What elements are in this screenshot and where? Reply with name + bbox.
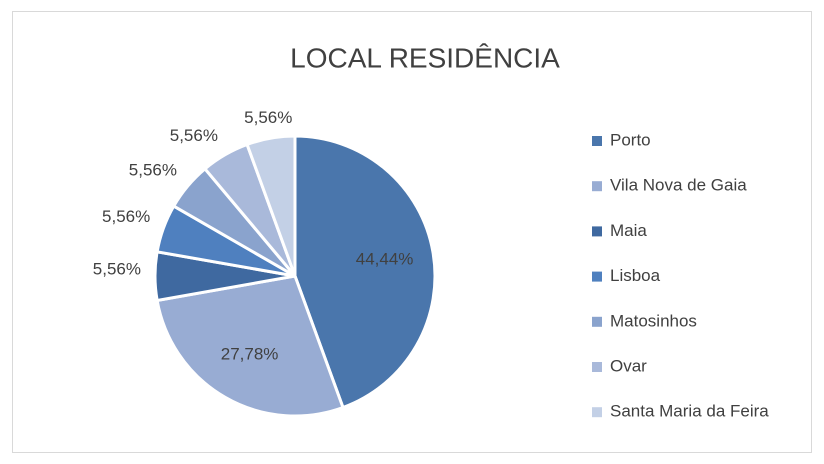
legend-swatch xyxy=(592,136,602,146)
legend-swatch xyxy=(592,316,602,327)
legend-swatch xyxy=(592,271,602,282)
legend-swatch xyxy=(592,181,602,192)
data-label: 5,56% xyxy=(170,126,218,145)
legend-label: Maia xyxy=(610,221,647,240)
data-label: 5,56% xyxy=(244,108,292,127)
legend-label: Ovar xyxy=(610,356,647,375)
legend-label: Vila Nova de Gaia xyxy=(610,176,747,195)
legend-swatch xyxy=(592,362,602,372)
pie-slice xyxy=(245,134,297,277)
data-label: 5,56% xyxy=(102,207,150,226)
legend-label: Lisboa xyxy=(610,266,661,285)
pie-slice xyxy=(155,274,345,418)
legend-label: Matosinhos xyxy=(610,311,697,330)
data-label: 5,56% xyxy=(93,260,141,279)
legend-label: Porto xyxy=(610,130,651,149)
data-label: 27,78% xyxy=(221,344,279,363)
chart-title: LOCAL RESIDÊNCIA xyxy=(290,42,560,73)
pie-slice xyxy=(293,134,437,410)
legend-label: Santa Maria da Feira xyxy=(610,402,769,421)
legend-swatch xyxy=(592,226,602,237)
data-label: 5,56% xyxy=(129,161,177,180)
legend-swatch xyxy=(592,407,602,418)
data-label: 44,44% xyxy=(356,250,414,269)
